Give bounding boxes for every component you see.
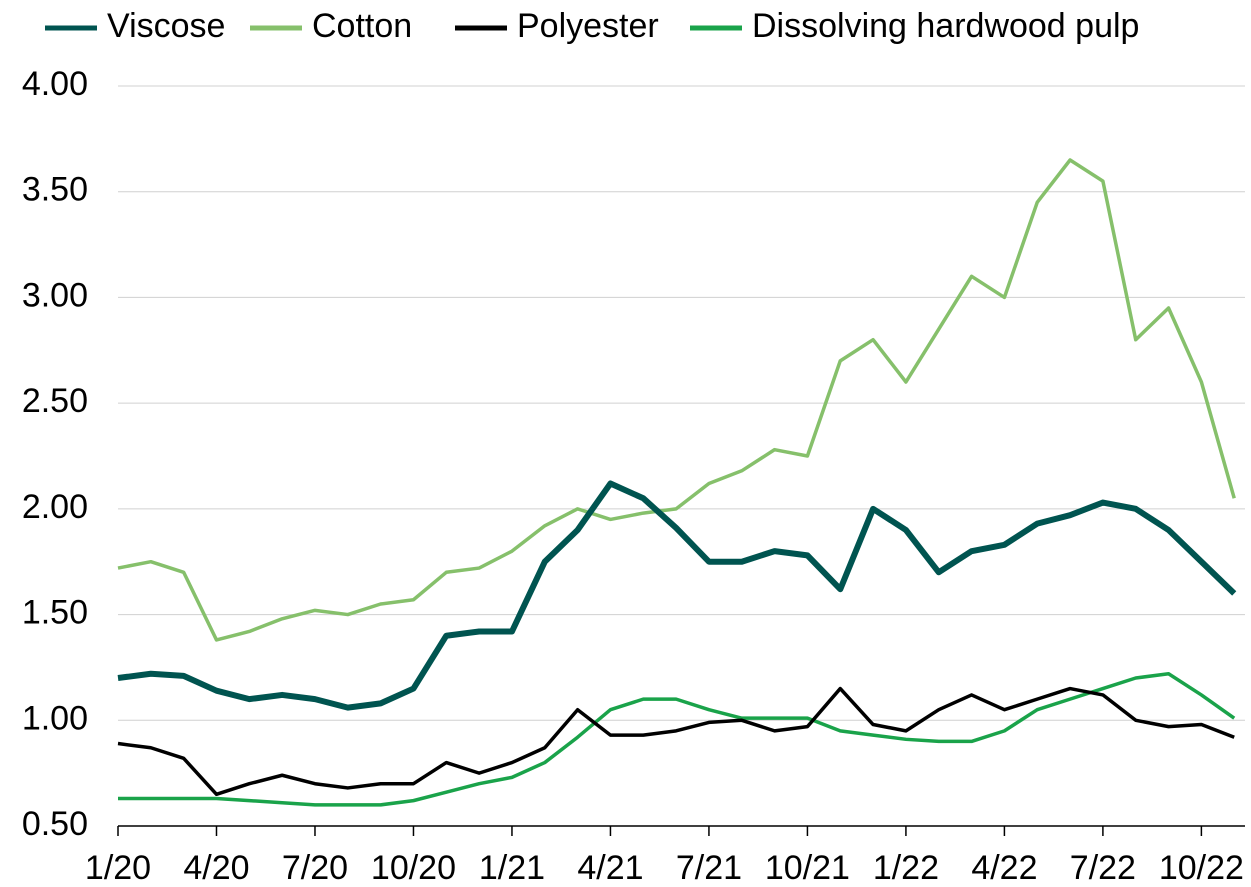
x-tick-label: 7/20 (282, 849, 348, 887)
y-tick-label: 3.50 (22, 171, 88, 209)
legend-label: Dissolving hardwood pulp (752, 7, 1139, 45)
y-tick-label: 3.00 (22, 276, 88, 314)
legend-label: Viscose (107, 7, 225, 45)
y-tick-label: 2.00 (22, 488, 88, 526)
x-tick-label: 10/20 (371, 849, 456, 887)
y-tick-label: 1.50 (22, 594, 88, 632)
x-tick-label: 1/20 (85, 849, 151, 887)
x-tick-label: 7/21 (676, 849, 742, 887)
y-tick-label: 2.50 (22, 382, 88, 420)
x-tick-label: 7/22 (1070, 849, 1136, 887)
series-line (117, 158, 1236, 642)
series-line (117, 480, 1237, 711)
series-line (118, 672, 1236, 807)
series-line (117, 686, 1235, 797)
y-tick-label: 1.00 (22, 699, 88, 737)
x-tick-label: 10/22 (1159, 849, 1244, 887)
legend-label: Polyester (517, 7, 659, 45)
y-tick-label: 0.50 (22, 805, 88, 843)
x-tick-label: 4/22 (971, 849, 1037, 887)
x-tick-label: 1/21 (479, 849, 545, 887)
x-tick-label: 10/21 (765, 849, 850, 887)
legend-label: Cotton (312, 7, 412, 45)
x-tick-label: 4/21 (577, 849, 643, 887)
x-tick-label: 1/22 (873, 849, 939, 887)
y-tick-label: 4.00 (22, 65, 88, 103)
x-tick-label: 4/20 (183, 849, 249, 887)
